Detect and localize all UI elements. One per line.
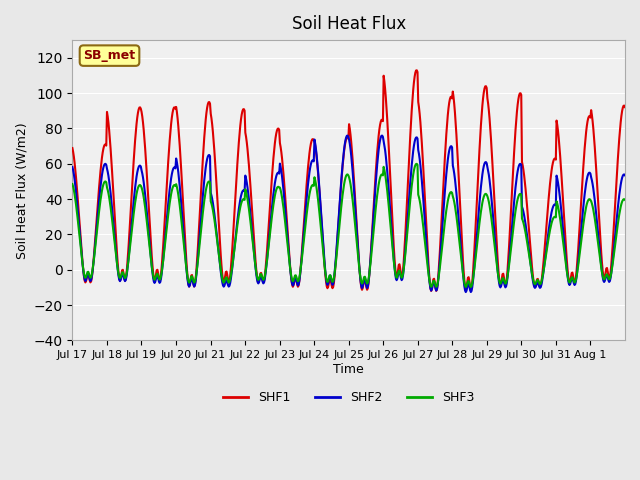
Text: SB_met: SB_met: [83, 49, 136, 62]
Legend: SHF1, SHF2, SHF3: SHF1, SHF2, SHF3: [218, 386, 480, 409]
X-axis label: Time: Time: [333, 363, 364, 376]
Y-axis label: Soil Heat Flux (W/m2): Soil Heat Flux (W/m2): [15, 122, 28, 259]
Title: Soil Heat Flux: Soil Heat Flux: [292, 15, 406, 33]
